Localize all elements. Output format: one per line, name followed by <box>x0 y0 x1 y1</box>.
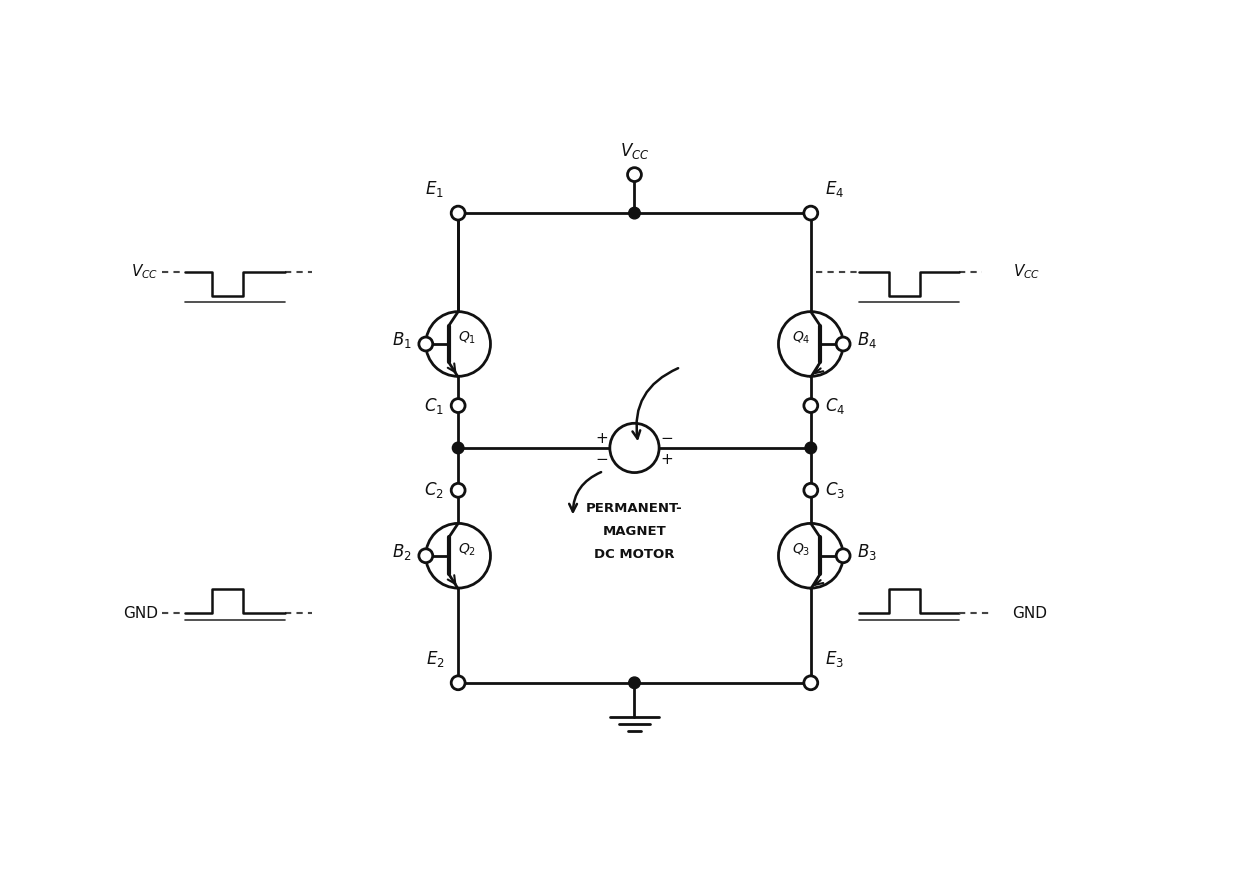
Circle shape <box>629 207 640 219</box>
Circle shape <box>805 442 817 454</box>
Text: $Q_4$: $Q_4$ <box>792 329 811 346</box>
Text: $C_4$: $C_4$ <box>825 395 846 415</box>
Circle shape <box>451 483 465 497</box>
Text: $C_2$: $C_2$ <box>425 480 444 500</box>
Circle shape <box>628 167 641 181</box>
Circle shape <box>418 549 433 563</box>
Text: $C_3$: $C_3$ <box>825 480 844 500</box>
Text: $V_{CC}$: $V_{CC}$ <box>130 262 158 281</box>
Circle shape <box>803 399 818 413</box>
Text: $E_4$: $E_4$ <box>825 179 844 199</box>
Text: DC MOTOR: DC MOTOR <box>594 548 675 561</box>
FancyArrowPatch shape <box>633 368 678 439</box>
Circle shape <box>426 523 490 588</box>
Text: $E_2$: $E_2$ <box>426 649 444 669</box>
Text: $E_3$: $E_3$ <box>825 649 843 669</box>
Text: +: + <box>595 431 608 446</box>
Circle shape <box>779 523 843 588</box>
Text: $Q_2$: $Q_2$ <box>458 542 477 557</box>
Circle shape <box>451 206 465 220</box>
Circle shape <box>836 549 851 563</box>
Text: $E_1$: $E_1$ <box>426 179 444 199</box>
Text: $B_1$: $B_1$ <box>392 330 412 350</box>
Text: GND: GND <box>123 606 158 621</box>
Circle shape <box>803 676 818 690</box>
Circle shape <box>418 337 433 351</box>
Text: −: − <box>661 431 673 446</box>
Circle shape <box>779 312 843 376</box>
Text: PERMANENT-: PERMANENT- <box>586 502 683 515</box>
Text: $V_{CC}$: $V_{CC}$ <box>1013 262 1040 281</box>
Text: $C_1$: $C_1$ <box>425 395 444 415</box>
Circle shape <box>803 483 818 497</box>
Circle shape <box>426 312 490 376</box>
Circle shape <box>451 676 465 690</box>
Circle shape <box>451 399 465 413</box>
FancyArrowPatch shape <box>569 472 602 511</box>
Text: $B_3$: $B_3$ <box>857 542 877 562</box>
Text: GND: GND <box>1013 606 1047 621</box>
Text: $V_{CC}$: $V_{CC}$ <box>620 141 649 161</box>
Circle shape <box>803 206 818 220</box>
Circle shape <box>836 337 851 351</box>
Circle shape <box>452 442 464 454</box>
Text: $Q_3$: $Q_3$ <box>792 542 811 557</box>
Text: $B_2$: $B_2$ <box>392 542 412 562</box>
Text: −: − <box>595 452 608 467</box>
Text: +: + <box>661 452 673 467</box>
Text: MAGNET: MAGNET <box>603 525 666 538</box>
Circle shape <box>629 677 640 689</box>
Circle shape <box>610 423 659 473</box>
Text: $B_4$: $B_4$ <box>857 330 877 350</box>
Text: $Q_1$: $Q_1$ <box>458 329 477 346</box>
